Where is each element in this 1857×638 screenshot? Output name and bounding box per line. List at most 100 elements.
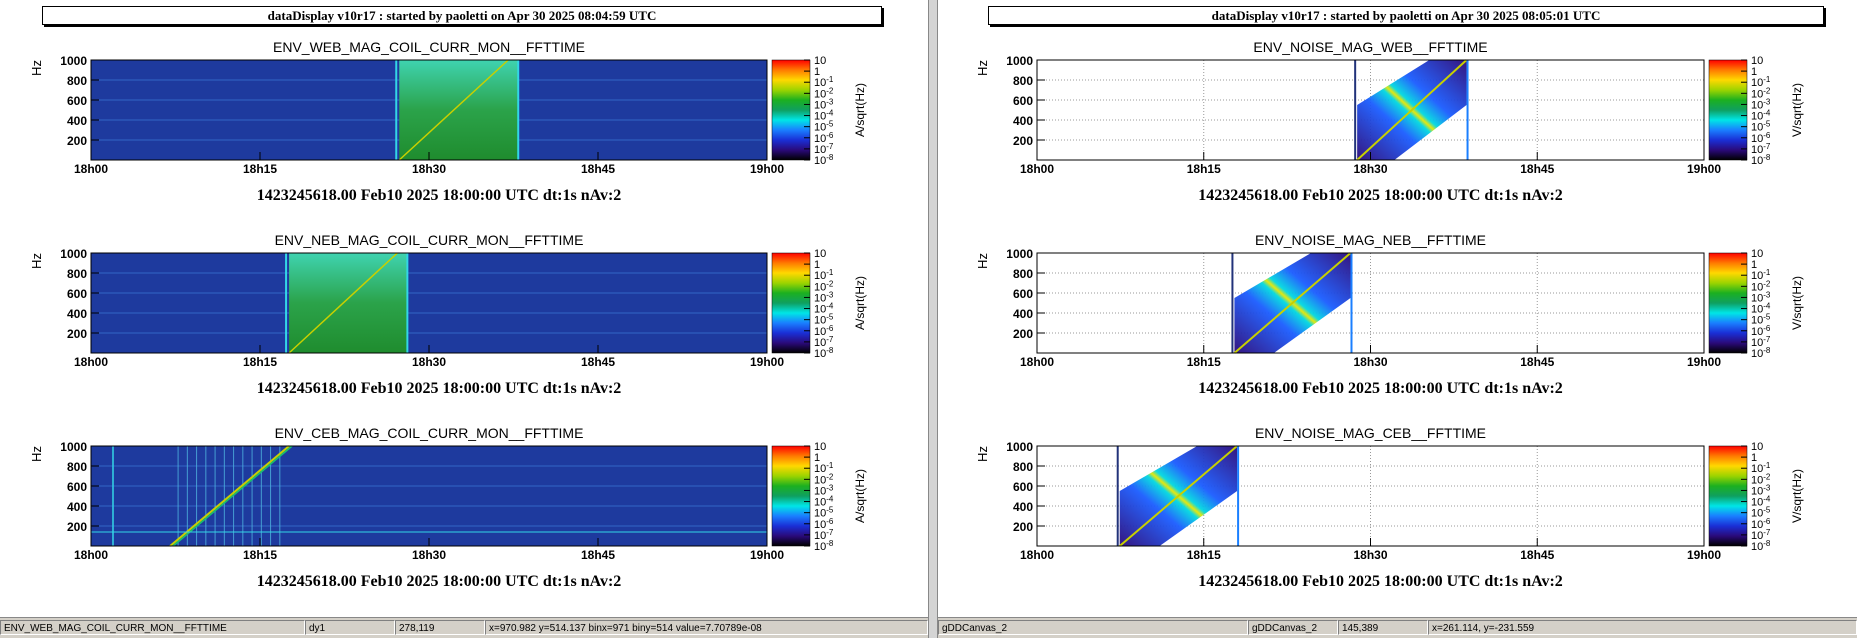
plot-area [1037, 253, 1704, 353]
sweep-line [398, 59, 509, 161]
y-tick-label: 800 [1013, 267, 1033, 281]
left-plots-canvas[interactable]: ENV_WEB_MAG_COIL_CURR_MON__FFTTIME Hz 1000… [0, 0, 928, 617]
y-tick-label: 1000 [60, 54, 87, 68]
status-pixel-coords: 145,389 [1338, 620, 1428, 635]
x-tick-label: 18h15 [1187, 355, 1221, 369]
colorbar-unit: A/sqrt(Hz) [853, 469, 867, 523]
y-tick-label: 200 [67, 134, 87, 148]
colorbar-label: 10-4 [1751, 495, 1771, 509]
colorbar-label: 1 [814, 66, 820, 78]
x-tick-label: 18h30 [412, 355, 446, 369]
colorbar-label: 10-3 [1751, 483, 1771, 497]
x-tick-label: 18h45 [1520, 162, 1554, 176]
colorbar-label: 10-8 [1751, 346, 1771, 360]
colorbar-label: 10-2 [1751, 279, 1771, 293]
sweep-line [288, 252, 398, 354]
y-tick-label: 200 [67, 327, 87, 341]
status-option: dy1 [305, 620, 395, 635]
y-tick-label: 600 [1013, 287, 1033, 301]
y-tick-label: 800 [1013, 460, 1033, 474]
right-window-title: dataDisplay v10r17 : started by paoletti… [988, 6, 1824, 25]
y-axis-label: Hz [975, 446, 990, 462]
x-tick-label: 18h45 [581, 355, 615, 369]
left-window-title: dataDisplay v10r17 : started by paoletti… [42, 6, 882, 25]
y-tick-label: 200 [1013, 327, 1033, 341]
colorbar-label: 10-7 [814, 335, 834, 349]
spectrogram-panel: ENV_NEB_MAG_COIL_CURR_MON__FFTTIME Hz 1000… [29, 232, 867, 397]
y-tick-label: 600 [67, 94, 87, 108]
y-tick-label: 400 [1013, 500, 1033, 514]
plot-title: ENV_WEB_MAG_COIL_CURR_MON__FFTTIME [273, 39, 585, 55]
color-bar [771, 59, 811, 161]
x-tick-label: 18h30 [1353, 355, 1387, 369]
y-tick-label: 1000 [1006, 54, 1033, 68]
colorbar-label: 10-5 [1751, 120, 1771, 134]
y-axis-label: Hz [975, 60, 990, 76]
x-tick-label: 18h00 [1020, 162, 1054, 176]
colorbar-label: 10-6 [814, 517, 834, 531]
plot-title: ENV_NOISE_MAG_NEB__FFTTIME [1255, 232, 1486, 248]
colorbar-unit: V/sqrt(Hz) [1790, 276, 1804, 330]
plot-footer: 1423245618.00 Feb10 2025 18:00:00 UTC dt… [257, 380, 622, 397]
x-tick-label: 19h00 [1687, 162, 1721, 176]
colorbar-label: 10-1 [814, 268, 834, 282]
color-bar [771, 252, 811, 354]
colorbar-label: 10-3 [814, 483, 834, 497]
y-tick-label: 400 [67, 114, 87, 128]
colorbar-label: 10-4 [814, 495, 834, 509]
y-axis-label: Hz [29, 253, 44, 269]
y-axis-label: Hz [975, 253, 990, 269]
colorbar-label: 10 [814, 55, 826, 67]
window-divider[interactable] [928, 0, 938, 638]
right-plots-canvas[interactable]: ENV_NOISE_MAG_WEB__FFTTIME Hz 1000 800 600 40… [938, 0, 1857, 617]
y-tick-label: 600 [67, 480, 87, 494]
color-bar [1708, 59, 1748, 161]
y-axis-label: Hz [29, 446, 44, 462]
colorbar-label: 10-2 [814, 86, 834, 100]
x-tick-label: 18h00 [1020, 355, 1054, 369]
color-bar [1708, 445, 1748, 547]
colorbar-label: 10-7 [814, 528, 834, 542]
x-tick-label: 18h00 [74, 548, 108, 562]
colorbar-label: 10-3 [1751, 97, 1771, 111]
plot-title: ENV_NEB_MAG_COIL_CURR_MON__FFTTIME [275, 232, 584, 248]
colorbar-label: 10-7 [1751, 142, 1771, 156]
colorbar-label: 10 [814, 248, 826, 260]
colorbar-label: 10-7 [1751, 335, 1771, 349]
sweep-region [399, 60, 519, 160]
spectrogram-panel: ENV_NOISE_MAG_WEB__FFTTIME Hz 1000 800 600 40… [975, 39, 1804, 204]
x-tick-label: 18h00 [74, 162, 108, 176]
x-tick-label: 19h00 [1687, 548, 1721, 562]
colorbar-label: 1 [814, 452, 820, 464]
colorbar-label: 10-5 [1751, 506, 1771, 520]
colorbar-label: 10-4 [1751, 109, 1771, 123]
color-bar [1708, 252, 1748, 354]
colorbar-label: 10-5 [814, 313, 834, 327]
x-tick-label: 19h00 [750, 355, 784, 369]
x-tick-label: 18h45 [1520, 355, 1554, 369]
colorbar-label: 10-6 [814, 131, 834, 145]
x-tick-label: 19h00 [750, 162, 784, 176]
colorbar-label: 10-5 [814, 120, 834, 134]
status-coord-readout: x=261.114, y=-231.559 [1428, 620, 1857, 635]
y-tick-label: 800 [67, 74, 87, 88]
x-tick-label: 18h45 [581, 548, 615, 562]
colorbar-unit: V/sqrt(Hz) [1790, 83, 1804, 137]
y-axis-label: Hz [29, 60, 44, 76]
x-tick-label: 19h00 [1687, 355, 1721, 369]
colorbar-label: 10-5 [814, 506, 834, 520]
plot-footer: 1423245618.00 Feb10 2025 18:00:00 UTC dt… [1198, 573, 1563, 590]
colorbar-label: 10-4 [814, 302, 834, 316]
colorbar-label: 10 [1751, 441, 1763, 453]
right-status-bar: gDDCanvas_2 gDDCanvas_2 145,389 x=261.11… [938, 617, 1857, 638]
sweep-line [1233, 252, 1352, 354]
colorbar-label: 10-8 [1751, 539, 1771, 553]
colorbar-label: 10-3 [814, 290, 834, 304]
plot-title: ENV_CEB_MAG_COIL_CURR_MON__FFTTIME [275, 425, 584, 441]
colorbar-label: 10-7 [1751, 528, 1771, 542]
colorbar-label: 10-4 [814, 109, 834, 123]
y-tick-label: 800 [1013, 74, 1033, 88]
sweep-line [172, 445, 293, 547]
colorbar-label: 10-6 [1751, 517, 1771, 531]
colorbar-label: 1 [1751, 259, 1757, 271]
